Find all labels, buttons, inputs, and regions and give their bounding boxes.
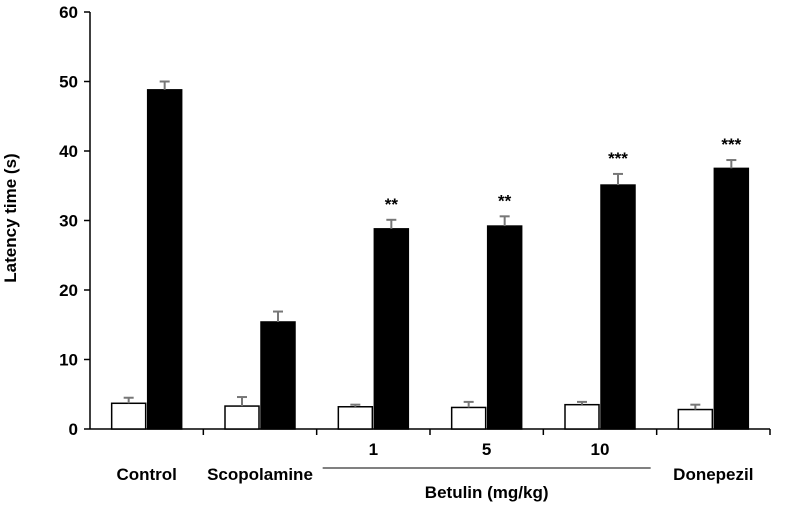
- chart-axes: [89, 12, 770, 430]
- x-ticks: [202, 429, 771, 435]
- bar-black: [260, 321, 296, 430]
- y-axis-title: Latency time (s): [1, 153, 20, 282]
- significance-label: ***: [721, 135, 741, 154]
- error-bars: [123, 80, 737, 410]
- category-label: 5: [482, 440, 491, 459]
- y-ticks: 0 10 20 30 40 50 60: [59, 3, 90, 439]
- bar-white: [337, 406, 374, 430]
- y-tick-label: 50: [59, 73, 78, 92]
- significance-label: ***: [608, 149, 628, 168]
- bar-black: [713, 167, 750, 430]
- bars: [110, 89, 750, 430]
- bar-black: [486, 225, 523, 430]
- significance-label: **: [385, 195, 399, 214]
- category-label: Donepezil: [673, 465, 753, 484]
- bar-black: [146, 89, 183, 430]
- group-label: Betulin (mg/kg): [425, 483, 549, 502]
- category-labels: Control Scopolamine 1 5 10 Donepezil: [116, 440, 753, 484]
- y-tick-label: 20: [59, 281, 78, 300]
- bar-white: [564, 403, 600, 430]
- significance-labels: ** ********: [385, 135, 742, 214]
- y-tick-label: 30: [59, 212, 78, 231]
- category-label: Scopolamine: [207, 465, 313, 484]
- bar-white: [110, 402, 147, 430]
- category-label: 1: [369, 440, 378, 459]
- bar-black: [373, 228, 410, 430]
- y-tick-label: 0: [69, 420, 78, 439]
- category-label: Control: [116, 465, 176, 484]
- bar-white: [224, 405, 260, 430]
- y-tick-label: 40: [59, 142, 78, 161]
- bar-black: [600, 184, 636, 430]
- category-label: 10: [591, 440, 610, 459]
- y-tick-label: 10: [59, 351, 78, 370]
- y-tick-label: 60: [59, 3, 78, 22]
- bar-white: [677, 408, 714, 430]
- significance-label: **: [498, 191, 512, 210]
- bar-white: [450, 406, 487, 430]
